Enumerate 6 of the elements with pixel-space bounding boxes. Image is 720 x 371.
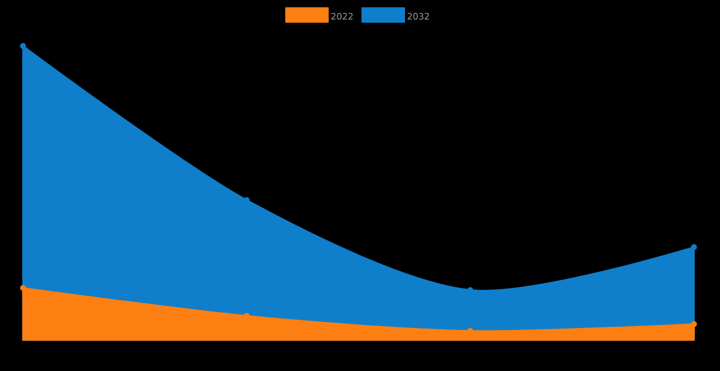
point <box>691 321 697 328</box>
point <box>20 285 26 291</box>
point <box>20 43 26 49</box>
legend-label: 2032 <box>408 12 429 20</box>
point <box>691 244 697 250</box>
legend-label: 2022 <box>331 12 353 20</box>
